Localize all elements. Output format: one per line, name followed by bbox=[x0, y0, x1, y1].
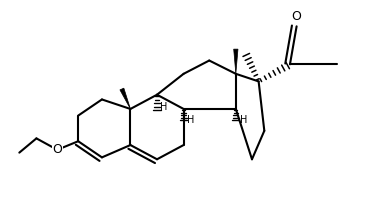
Text: O: O bbox=[52, 143, 62, 156]
Text: H: H bbox=[160, 102, 167, 112]
Text: O: O bbox=[292, 11, 301, 24]
Text: H: H bbox=[239, 115, 247, 125]
Polygon shape bbox=[234, 49, 238, 74]
Text: H: H bbox=[188, 115, 195, 125]
Polygon shape bbox=[120, 88, 130, 109]
